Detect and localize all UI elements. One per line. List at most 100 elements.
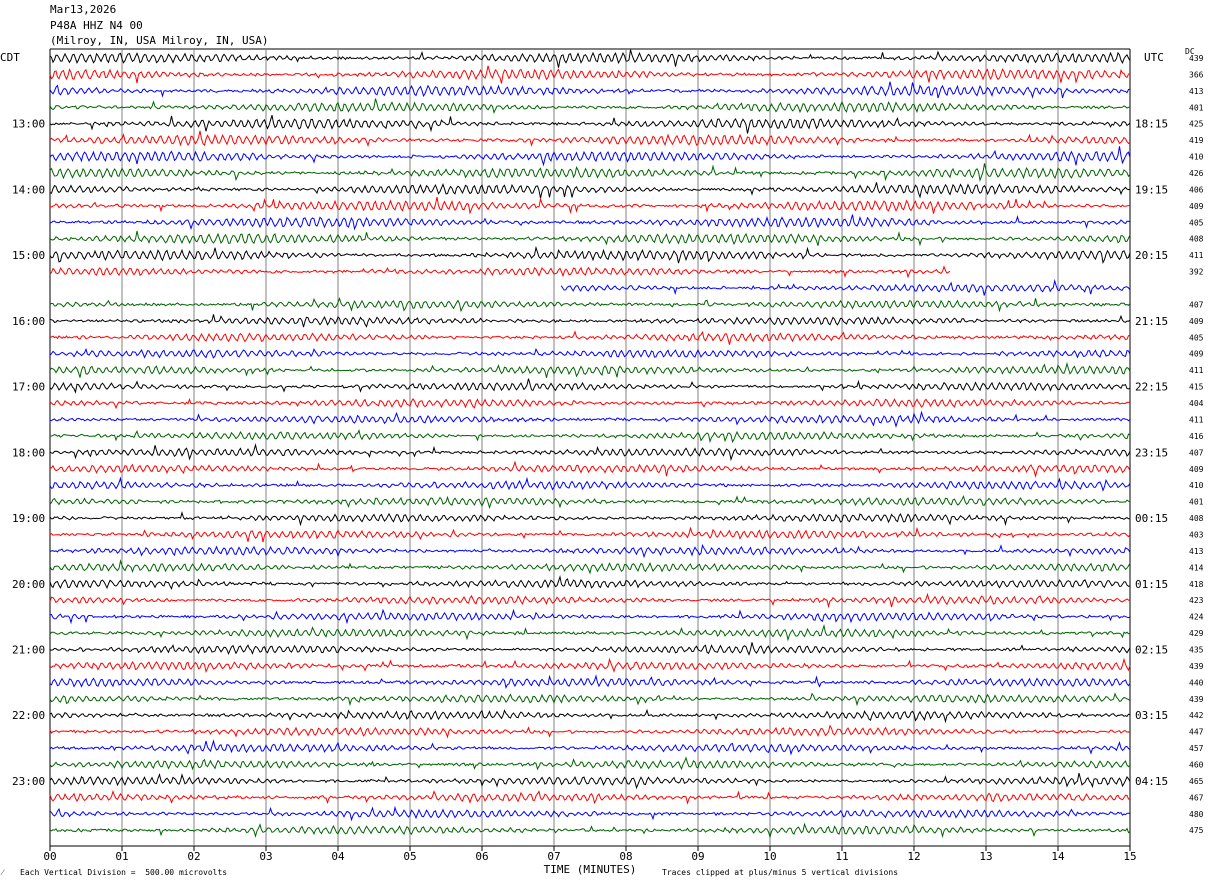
x-tick-label: 09 — [691, 850, 704, 863]
x-tick-label: 14 — [1051, 850, 1065, 863]
dc-offset-label: 467 — [1189, 793, 1204, 802]
right-hour-label: 00:15 — [1135, 512, 1168, 525]
x-tick-label: 06 — [475, 850, 488, 863]
left-hour-label: 21:00 — [12, 643, 45, 656]
trace-row — [49, 657, 1131, 673]
trace-row — [49, 245, 1131, 265]
x-tick-label: 05 — [403, 850, 416, 863]
trace-row — [49, 692, 1131, 707]
trace-row — [49, 805, 1131, 822]
right-hour-label: 18:15 — [1135, 118, 1168, 131]
dc-offset-label: 439 — [1189, 695, 1204, 704]
dc-offset-label: 405 — [1189, 333, 1204, 342]
trace-row — [49, 608, 1131, 625]
left-hour-label: 17:00 — [12, 381, 45, 394]
dc-offset-label: 411 — [1189, 366, 1204, 375]
left-hour-label: 13:00 — [12, 118, 45, 131]
trace-row — [49, 330, 1131, 345]
trace-row — [49, 146, 1131, 167]
trace-row — [49, 296, 1131, 313]
right-hour-label: 02:15 — [1135, 643, 1168, 656]
x-tick-label: 12 — [907, 850, 920, 863]
dc-offset-label: 480 — [1189, 810, 1204, 819]
x-tick-label: 15 — [1123, 850, 1136, 863]
right-hour-label: 20:15 — [1135, 249, 1168, 262]
trace-row — [49, 265, 951, 279]
x-tick-label: 13 — [979, 850, 992, 863]
x-tick-label: 03 — [259, 850, 272, 863]
dc-offset-label: 366 — [1189, 70, 1204, 79]
dc-offset-label: 423 — [1189, 596, 1204, 605]
dc-offset-label: 409 — [1189, 465, 1204, 474]
dc-offset-label: 475 — [1189, 826, 1204, 835]
clip-note: Traces clipped at plus/minus 5 vertical … — [662, 868, 899, 877]
x-tick-label: 08 — [619, 850, 632, 863]
trace-row — [49, 674, 1131, 689]
right-hour-label: 21:15 — [1135, 315, 1168, 328]
dc-offset-label: 442 — [1189, 711, 1204, 720]
dc-offset-label: 407 — [1189, 448, 1204, 457]
trace-row — [49, 789, 1131, 805]
dc-offset-label: 415 — [1189, 383, 1204, 392]
dc-offset-label: 429 — [1189, 629, 1204, 638]
dc-offset-label: 426 — [1189, 169, 1204, 178]
left-hour-label: 20:00 — [12, 578, 45, 591]
dc-offset-label: 414 — [1189, 563, 1204, 572]
trace-row — [49, 314, 1131, 328]
dc-offset-label: 413 — [1189, 547, 1204, 556]
trace-row — [49, 163, 1131, 182]
dc-offset-label: 410 — [1189, 481, 1204, 490]
right-hour-label: 19:15 — [1135, 183, 1168, 196]
trace-row — [49, 214, 1131, 231]
x-tick-label: 11 — [835, 850, 848, 863]
trace-row — [49, 592, 1131, 609]
trace-row — [49, 347, 1131, 359]
trace-row — [49, 378, 1131, 394]
dc-offset-label: 410 — [1189, 153, 1204, 162]
dc-offset-label: 457 — [1189, 744, 1204, 753]
trace-row — [49, 361, 1131, 378]
x-tick-label: 00 — [43, 850, 56, 863]
left-timezone-label: CDT — [0, 51, 20, 64]
dc-offset-label: 416 — [1189, 432, 1204, 441]
dc-offset-label: 401 — [1189, 498, 1204, 507]
trace-row — [49, 642, 1131, 656]
right-hour-label: 23:15 — [1135, 446, 1168, 459]
trace-row — [49, 543, 1131, 559]
trace-row — [50, 410, 1131, 428]
right-hour-label: 03:15 — [1135, 709, 1168, 722]
left-hour-label: 16:00 — [12, 315, 45, 328]
location-label: (Milroy, IN, USA Milroy, IN, USA) — [50, 34, 269, 47]
dc-offset-label: 403 — [1189, 530, 1204, 539]
right-hour-label: 22:15 — [1135, 381, 1168, 394]
left-hour-label: 14:00 — [12, 183, 45, 196]
left-hour-label: 23:00 — [12, 775, 45, 788]
trace-row — [49, 558, 1131, 575]
right-hour-label: 04:15 — [1135, 775, 1168, 788]
left-hour-label: 19:00 — [12, 512, 45, 525]
trace-row — [49, 49, 1131, 68]
station-label: P48A HHZ N4 00 — [50, 19, 143, 32]
right-hour-label: 01:15 — [1135, 578, 1168, 591]
trace-row — [49, 114, 1131, 134]
x-tick-label: 07 — [547, 850, 560, 863]
trace-row — [49, 822, 1131, 839]
trace-row — [49, 574, 1131, 591]
dc-offset-label: 405 — [1189, 218, 1204, 227]
dc-offset-label: 460 — [1189, 760, 1204, 769]
dc-offset-label: 465 — [1189, 777, 1204, 786]
left-hour-label: 22:00 — [12, 709, 45, 722]
trace-row — [49, 182, 1131, 199]
right-timezone-label: UTC — [1144, 51, 1164, 64]
trace-row — [49, 476, 1131, 492]
trace-row — [49, 511, 1130, 527]
dc-offset-label: 439 — [1189, 662, 1204, 671]
dc-offset-label: 392 — [1189, 268, 1204, 277]
trace-row — [49, 526, 1131, 543]
trace-row — [49, 98, 1131, 114]
trace-row — [49, 708, 1131, 724]
dc-offset-label: 418 — [1189, 580, 1204, 589]
trace-row — [49, 495, 1131, 510]
trace-row — [560, 278, 1131, 296]
